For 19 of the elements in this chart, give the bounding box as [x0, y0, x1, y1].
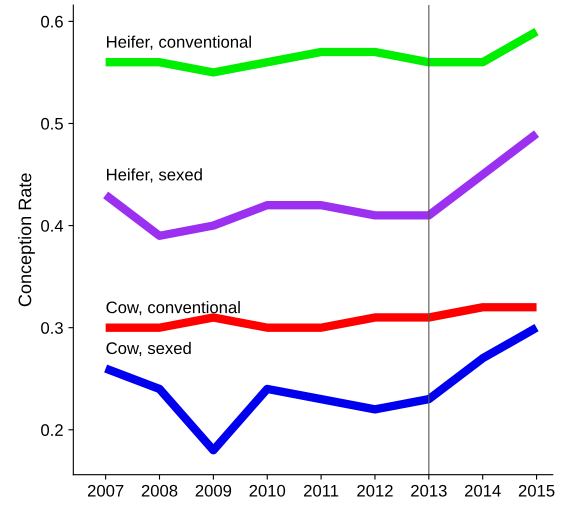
y-tick-label: 0.4	[41, 220, 64, 232]
y-tick-label: 0.5	[41, 118, 63, 130]
x-tick-label: 2008	[142, 484, 178, 497]
x-tick-label: 2015	[518, 484, 554, 497]
x-tick-label: 2007	[88, 484, 124, 497]
y-tick-label: 0.2	[41, 424, 63, 436]
y-axis-title: Conception Rate	[18, 173, 35, 306]
series-label: Heifer, conventional	[107, 36, 251, 50]
x-tick-label: 2013	[411, 484, 447, 497]
series-label: Cow, conventional	[106, 301, 240, 316]
x-tick-label: 2012	[357, 484, 393, 497]
x-tick-label: 2009	[196, 484, 232, 497]
x-tick-label: 2010	[250, 484, 286, 497]
x-tick-label: 2011	[304, 484, 338, 497]
y-tick-label: 0.6	[41, 16, 63, 28]
x-tick-label: 2014	[464, 484, 501, 497]
y-tick-label: 0.3	[41, 322, 63, 334]
series-label: Cow, sexed	[106, 342, 191, 356]
series-label: Heifer, sexed	[107, 168, 202, 183]
